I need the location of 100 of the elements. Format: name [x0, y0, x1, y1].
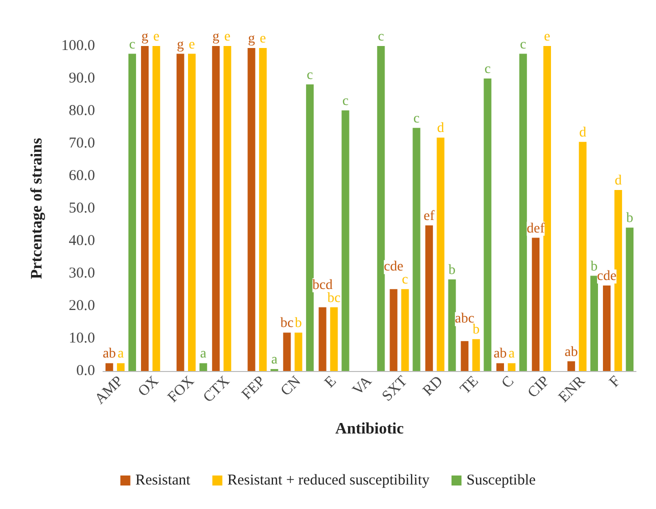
y-tick-label: 100.0 — [61, 38, 95, 54]
bar — [532, 238, 540, 371]
bar — [425, 225, 433, 371]
bar — [472, 339, 480, 371]
legend-label: Resistant — [135, 472, 192, 488]
bar — [212, 46, 220, 371]
y-tick-label: 30.0 — [68, 266, 95, 282]
bar — [199, 363, 208, 371]
data-label: bc — [327, 290, 341, 306]
bar — [390, 289, 398, 371]
data-label: g — [248, 31, 255, 46]
x-axis-title: Antibiotic — [335, 420, 404, 438]
y-tick-label: 70.0 — [68, 136, 95, 152]
bar — [519, 54, 527, 371]
y-tick-label: 40.0 — [68, 233, 95, 249]
y-tick-label: 20.0 — [68, 298, 95, 314]
data-label: g — [212, 30, 220, 44]
bar — [259, 48, 267, 371]
data-label: b — [590, 259, 598, 274]
data-label: a — [200, 346, 208, 362]
bar — [496, 363, 504, 371]
x-tick-label: VA — [350, 373, 376, 399]
data-label: e — [188, 37, 195, 52]
y-tick-label: 90.0 — [68, 70, 95, 86]
bar — [448, 279, 456, 371]
data-label: b — [294, 316, 302, 332]
bar — [294, 332, 302, 371]
data-label: a — [508, 346, 516, 362]
data-label: e — [260, 31, 266, 46]
bar — [248, 48, 256, 371]
x-tick-label: FEP — [238, 373, 269, 403]
bar — [188, 54, 196, 371]
y-tick-label: 0.0 — [76, 363, 95, 379]
data-label: bcd — [312, 278, 333, 293]
bar — [152, 46, 160, 371]
data-label: d — [579, 125, 586, 140]
data-label: d — [437, 121, 444, 136]
x-tick-label: C — [498, 373, 518, 392]
data-label: c — [129, 37, 136, 52]
bar — [460, 341, 468, 371]
bar — [105, 363, 114, 371]
data-label: c — [484, 62, 491, 77]
legend-label: Resistant + reduced susceptibility — [227, 472, 430, 488]
y-tick-label: 60.0 — [68, 168, 95, 184]
data-label: cde — [384, 260, 404, 275]
data-label: e — [544, 30, 550, 44]
data-label: ef — [424, 208, 435, 224]
data-label: a — [118, 346, 125, 362]
bar — [401, 289, 409, 371]
legend-label: Susceptible — [466, 472, 536, 488]
bar — [342, 110, 350, 371]
bar — [578, 142, 587, 371]
data-label: c — [306, 68, 313, 83]
bar — [128, 54, 136, 371]
bar — [141, 46, 149, 371]
data-label: g — [176, 37, 184, 52]
data-label: ab — [494, 346, 507, 362]
x-tick-label: F — [606, 373, 624, 391]
bar — [224, 46, 232, 371]
y-tick-label: 80.0 — [68, 103, 95, 119]
y-tick-label: 50.0 — [68, 200, 95, 216]
x-tick-label: CN — [278, 373, 304, 400]
data-label: c — [342, 94, 349, 109]
x-tick-label: OX — [135, 373, 162, 400]
bar — [116, 363, 125, 371]
bar — [484, 78, 492, 371]
bar — [602, 286, 611, 371]
data-label: d — [614, 173, 622, 188]
data-label: b — [626, 211, 634, 226]
bar — [567, 361, 576, 371]
bar — [436, 138, 444, 371]
data-label: c — [378, 30, 384, 44]
bar — [508, 363, 516, 371]
bar — [176, 54, 184, 371]
bar — [377, 46, 385, 371]
data-label: g — [141, 30, 148, 44]
bar — [626, 228, 634, 371]
bar — [412, 128, 420, 371]
bar — [318, 307, 326, 371]
bar — [330, 307, 338, 371]
data-label: ab — [102, 346, 116, 362]
y-tick-label: 10.0 — [68, 330, 95, 346]
data-label: c — [520, 37, 526, 52]
data-label: a — [271, 352, 278, 368]
bar — [590, 276, 598, 371]
data-label: bc — [280, 316, 294, 332]
y-axis-title: Prtcentage of strains — [28, 138, 46, 280]
data-label: b — [448, 262, 456, 278]
data-label: c — [402, 272, 408, 288]
data-label: e — [224, 30, 230, 44]
data-label: b — [472, 322, 480, 338]
x-tick-label: TE — [457, 373, 482, 398]
bar — [543, 46, 551, 371]
bar — [614, 190, 622, 371]
bar — [306, 84, 314, 371]
bar — [283, 332, 291, 371]
x-tick-label: E — [322, 373, 340, 392]
data-label: e — [153, 30, 160, 44]
data-label: cde — [597, 269, 616, 284]
x-tick-label: CIP — [525, 373, 553, 402]
